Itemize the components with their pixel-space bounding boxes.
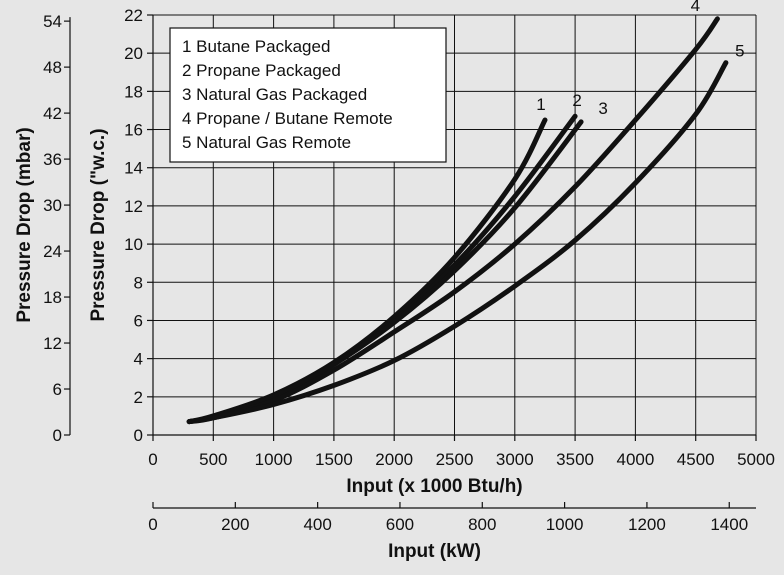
- series-line-5: [186, 60, 729, 425]
- x-tick-label: 2000: [375, 450, 413, 469]
- legend: 1 Butane Packaged 2 Propane Packaged 3 Nat…: [169, 27, 447, 163]
- curve-labels: 1 2 345: [536, 0, 744, 118]
- secondary-x-tick-label: 800: [468, 515, 496, 534]
- secondary-y-axis-title: Pressure Drop (mbar): [14, 127, 35, 322]
- legend-entry: 1 Butane Packaged: [182, 37, 330, 56]
- x-tick-label: 1000: [255, 450, 293, 469]
- secondary-y-tick-label: 12: [43, 334, 62, 353]
- secondary-y-tick-label: 42: [43, 104, 62, 123]
- legend-entry: 5 Natural Gas Remote: [182, 133, 351, 152]
- x-tick-label: 3500: [556, 450, 594, 469]
- secondary-x-tick-label: 1000: [546, 515, 584, 534]
- series-line-4: [186, 16, 720, 425]
- secondary-y-tick-label: 48: [43, 58, 62, 77]
- x-tick-label: 4000: [616, 450, 654, 469]
- y-tick-label: 10: [124, 235, 143, 254]
- y-tick-label: 12: [124, 197, 143, 216]
- y-tick-label: 8: [134, 273, 143, 292]
- secondary-x-tick-label: 1400: [710, 515, 748, 534]
- series-label-3: 3: [598, 99, 607, 118]
- x-tick-label: 500: [199, 450, 227, 469]
- y-tick-label: 18: [124, 82, 143, 101]
- secondary-y-tick-label: 54: [43, 12, 62, 31]
- series-label-2: 2: [572, 91, 581, 110]
- y-tick-label: 4: [134, 350, 143, 369]
- grid-layer: [153, 14, 757, 435]
- secondary-x-tick-label: 600: [386, 515, 414, 534]
- secondary-y-tick-label: 6: [53, 380, 62, 399]
- series-line-1: [186, 117, 548, 425]
- y-tick-label: 0: [134, 426, 143, 445]
- secondary-y-tick-label: 18: [43, 288, 62, 307]
- y-tick-label: 16: [124, 121, 143, 140]
- y-axis-title: Pressure Drop ("w.c.): [88, 128, 109, 321]
- x-tick-label: 5000: [737, 450, 775, 469]
- series-label-5: 5: [735, 42, 744, 61]
- y-tick-label: 2: [134, 388, 143, 407]
- x-tick-label: 2500: [436, 450, 474, 469]
- secondary-y-tick-label: 30: [43, 196, 62, 215]
- series-label-4: 4: [691, 0, 700, 15]
- y-tick-label: 14: [124, 159, 143, 178]
- legend-box: [169, 27, 447, 163]
- x-tick-label: 0: [148, 450, 157, 469]
- legend-entry: 3 Natural Gas Packaged: [182, 85, 367, 104]
- y-tick-label: 22: [124, 6, 143, 25]
- y-tick-label: 20: [124, 44, 143, 63]
- secondary-x-tick-label: 0: [148, 515, 157, 534]
- secondary-x-tick-label: 1200: [628, 515, 666, 534]
- axis-layer: 0 500 1000 1500 2000 2500 3000 3500 4000 4500 5000…: [14, 6, 775, 562]
- x-tick-label: 1500: [315, 450, 353, 469]
- series-label-1: 1: [536, 95, 545, 114]
- secondary-x-tick-label: 200: [221, 515, 249, 534]
- secondary-y-tick-label: 24: [43, 242, 62, 261]
- secondary-x-axis-title: Input (kW): [388, 541, 481, 562]
- secondary-x-tick-label: 400: [303, 515, 331, 534]
- x-tick-label: 4500: [677, 450, 715, 469]
- secondary-y-tick-label: 36: [43, 150, 62, 169]
- legend-entry: 4 Propane / Butane Remote: [182, 109, 393, 128]
- x-axis-title: Input (x 1000 Btu/h): [346, 476, 522, 497]
- x-tick-label: 3000: [496, 450, 534, 469]
- legend-entry: 2 Propane Packaged: [182, 61, 341, 80]
- curve-layer: [186, 16, 729, 425]
- y-tick-label: 6: [134, 311, 143, 330]
- secondary-y-tick-label: 0: [53, 426, 62, 445]
